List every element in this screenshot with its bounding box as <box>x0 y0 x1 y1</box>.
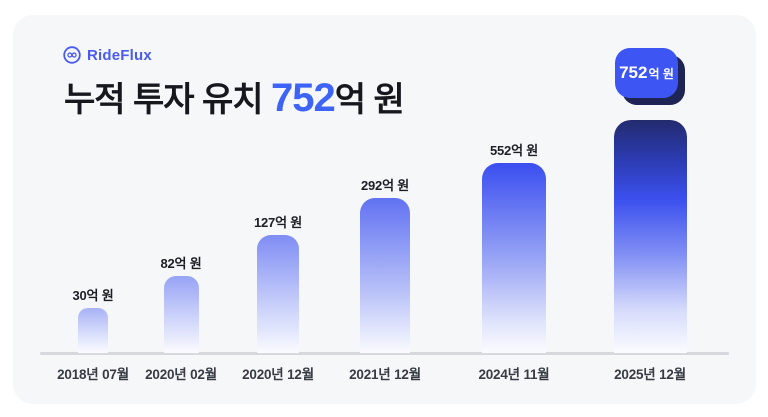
axis-tick-label: 2020년 02월 <box>145 367 217 382</box>
page-title: 누적 투자 유치 752억 원 <box>64 72 405 121</box>
bar-value-label: 127억 원 <box>253 215 303 230</box>
title-highlight-number: 752 <box>271 76 336 120</box>
bar-3 <box>257 235 299 353</box>
infinity-circle-icon <box>63 46 81 64</box>
bar-value-label: 552억 원 <box>489 143 539 158</box>
axis-tick-label: 2024년 11월 <box>478 367 550 382</box>
cumulative-investment-bar-chart: 30억 원 2018년 07월 82억 원 2020년 02월 127억 원 2020년 … <box>13 15 756 404</box>
bar-2 <box>163 276 199 353</box>
bar-6 <box>613 120 687 353</box>
title-text-after: 억 원 <box>334 81 405 119</box>
axis-tick-label: 2025년 12월 <box>614 367 686 382</box>
bar-5 <box>482 163 546 353</box>
brand-name: RideFlux <box>87 46 152 64</box>
brand-logo: RideFlux <box>63 46 152 64</box>
badge-number: 752 <box>619 63 648 82</box>
axis-tick-label: 2021년 12월 <box>349 367 421 382</box>
bar-value-label: 82억 원 <box>160 256 202 271</box>
title-text-before: 누적 투자 유치 <box>64 81 272 119</box>
x-axis-line <box>40 352 729 355</box>
bar-value-label: 292억 원 <box>360 178 410 193</box>
infographic-card: RideFlux 누적 투자 유치 752억 원 30억 원 2018년 07월 8… <box>13 15 756 404</box>
latest-value-badge: 752 억 원 <box>615 48 678 98</box>
bar-4 <box>360 198 410 353</box>
axis-tick-label: 2020년 12월 <box>242 367 314 382</box>
axis-tick-label: 2018년 07월 <box>57 367 129 382</box>
bar-value-label: 30억 원 <box>72 288 114 303</box>
badge-unit: 억 원 <box>648 66 674 81</box>
bar-1 <box>78 308 108 353</box>
